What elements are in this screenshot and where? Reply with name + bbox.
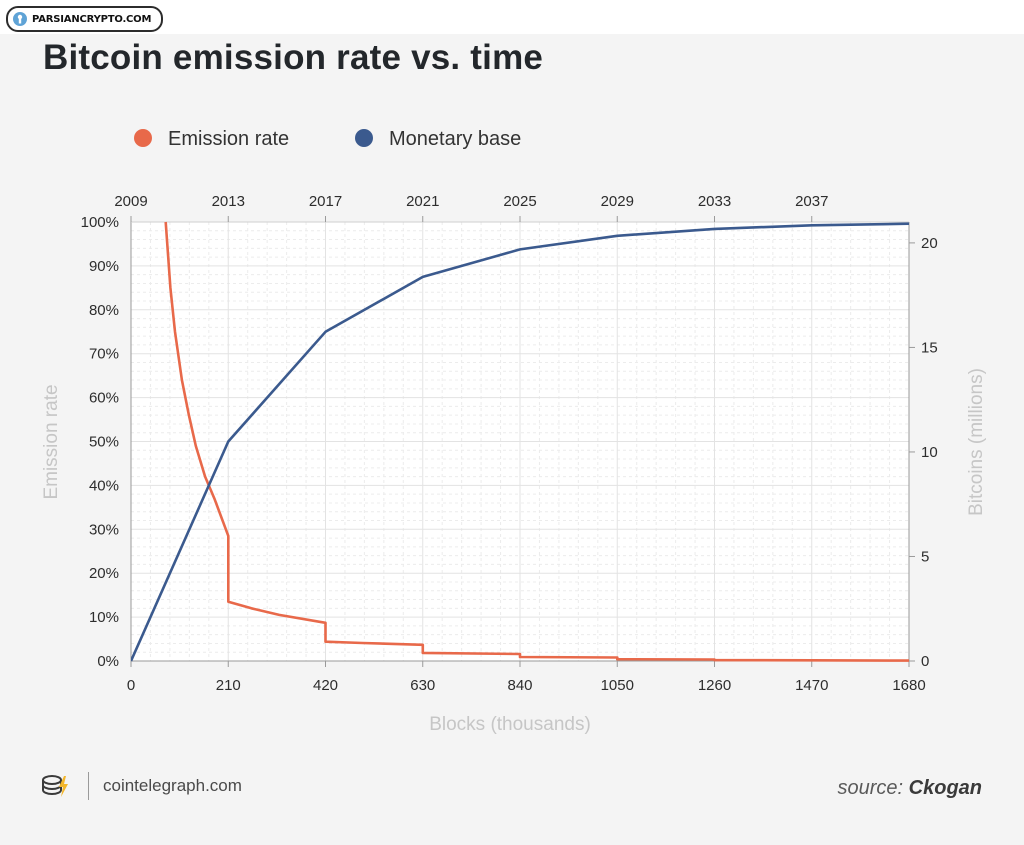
legend-marker [355,129,373,147]
y-right-tick-label: 5 [921,548,929,565]
y-left-tick-label: 20% [89,565,119,582]
x-top-tick-label: 2013 [212,193,245,210]
legend-marker [134,129,152,147]
y-left-tick-label: 80% [89,302,119,319]
x-tick-label: 420 [313,677,338,694]
x-top-tick-label: 2021 [406,193,439,210]
x-axis-title: Blocks (thousands) [429,714,591,735]
y-right-axis-title: Bitcoins (millions) [966,368,987,516]
y-left-axis-title: Emission rate [41,384,62,499]
x-tick-label: 0 [127,677,135,694]
x-tick-label: 1680 [892,677,925,694]
watermark-logo-icon [13,12,27,26]
y-left-tick-label: 60% [89,390,119,407]
x-top-tick-label: 2033 [698,193,731,210]
x-tick-label: 1470 [795,677,828,694]
y-right-tick-label: 15 [921,339,938,356]
footer-source: source: Ckogan [838,777,983,800]
x-tick-label: 840 [507,677,532,694]
x-top-tick-label: 2029 [601,193,634,210]
chart-legend: Emission rate Monetary base [134,128,521,150]
chart-series [131,221,909,662]
y-left-tick-label: 100% [81,214,119,231]
page-title: Bitcoin emission rate vs. time [43,38,544,77]
source-prefix: source: [837,777,904,799]
legend-item-monetary-base[interactable]: Monetary base [355,128,521,150]
y-left-tick-label: 90% [89,258,119,275]
y-left-tick-label: 50% [89,434,119,451]
cointelegraph-logo-icon [42,775,68,797]
x-tick-label: 1260 [698,677,731,694]
footer-brand: cointelegraph.com [40,772,242,800]
y-left-tick-label: 40% [89,477,119,494]
legend-label: Monetary base [389,128,521,150]
footer-site[interactable]: cointelegraph.com [103,776,242,795]
legend-item-emission-rate[interactable]: Emission rate [134,128,289,150]
series-line-emission-rate [164,221,909,662]
chart-grid [130,221,910,662]
x-tick-label: 630 [410,677,435,694]
y-left-tick-label: 0% [97,653,119,670]
series-line-monetary-base [131,222,909,662]
top-strip [0,0,1024,34]
x-top-tick-label: 2009 [114,193,147,210]
x-tick-label: 1050 [601,677,634,694]
y-left-tick-label: 10% [89,609,119,626]
source-name: Ckogan [908,777,982,799]
y-right-tick-label: 10 [921,444,938,461]
x-top-tick-label: 2037 [795,193,828,210]
x-top-tick-label: 2017 [309,193,342,210]
footer-divider [88,772,89,800]
watermark-badge: PARSIANCRYPTO.COM [6,6,164,32]
y-right-tick-label: 20 [921,235,938,252]
watermark-text: PARSIANCRYPTO.COM [32,13,152,25]
y-left-tick-label: 30% [89,521,119,538]
y-left-tick-label: 70% [89,346,119,363]
x-top-tick-label: 2025 [503,193,536,210]
legend-label: Emission rate [168,128,289,150]
x-tick-label: 210 [216,677,241,694]
y-right-tick-label: 0 [921,653,929,670]
